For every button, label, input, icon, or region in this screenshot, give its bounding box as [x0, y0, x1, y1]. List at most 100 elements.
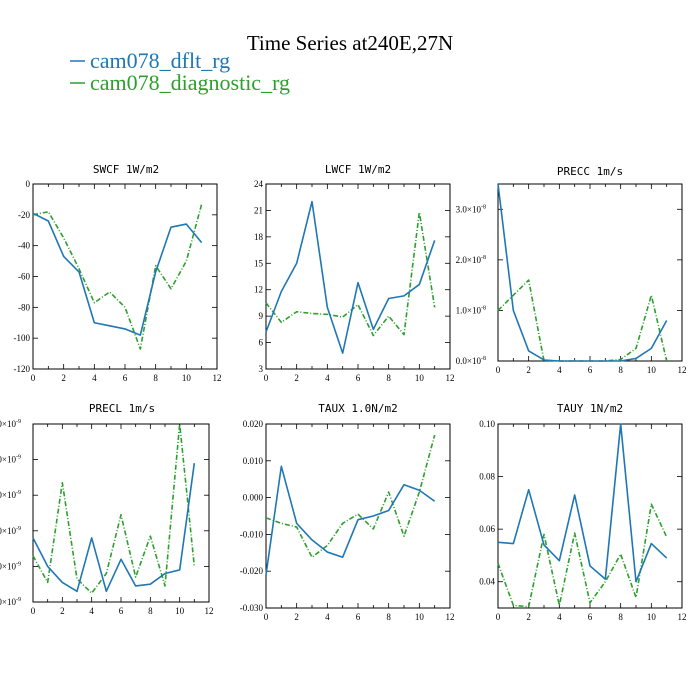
- x-tick-label: 2: [294, 612, 299, 622]
- x-tick-label: 12: [213, 373, 222, 383]
- y-tick-label: 0.0×10-8: [456, 356, 486, 366]
- y-tick-label: 9: [259, 311, 264, 321]
- series-line-diagnostic-precc: [497, 279, 668, 362]
- y-tick-label: .0×10-9: [0, 490, 21, 500]
- panel-title-precl: PRECL 1m/s: [89, 402, 155, 415]
- series-line-dflt-precl: [32, 463, 196, 593]
- panel-title-precc: PRECC 1m/s: [557, 165, 623, 178]
- series-line-dflt-swcf: [32, 212, 203, 336]
- y-tick-label: -40: [18, 241, 30, 251]
- x-tick-label: 8: [386, 373, 391, 383]
- y-tick-label: 1.0×10-8: [456, 305, 486, 315]
- x-tick-label: 2: [526, 612, 531, 622]
- legend: cam078_dflt_rg cam078_diagnostic_rg: [70, 48, 290, 95]
- x-tick-label: 10: [415, 612, 425, 622]
- y-tick-label: 3.0×10-8: [456, 204, 486, 214]
- panel-precc: PRECC 1m/s 0 2 4 6 8 10 12 0.0×10-8 1.0×10-8 2.0×1…: [456, 165, 687, 375]
- x-tick-label: 6: [356, 612, 361, 622]
- panel-title-taux: TAUX 1.0N/m2: [318, 402, 397, 415]
- x-tick-label: 6: [588, 365, 593, 375]
- y-tick-label: 2.0×10-8: [456, 255, 486, 265]
- y-tick-label: 21: [254, 205, 263, 215]
- legend-label-dflt: cam078_dflt_rg: [90, 48, 230, 73]
- x-tick-label: 6: [119, 606, 124, 616]
- x-tick-label: 0: [31, 373, 36, 383]
- series-line-dflt-tauy: [497, 423, 668, 583]
- y-tick-label: 0.000: [243, 493, 264, 503]
- y-tick-label: 3: [259, 364, 264, 374]
- series-line-diagnostic-taux: [265, 434, 436, 559]
- y-tick-label: 6: [259, 338, 264, 348]
- x-tick-label: 12: [678, 365, 687, 375]
- y-tick-label: 0.010: [243, 456, 264, 466]
- y-tick-label: 0.04: [479, 577, 495, 587]
- figure-title: Time Series at240E,27N: [247, 31, 453, 55]
- x-tick-label: 8: [618, 612, 623, 622]
- y-tick-label: -0.030: [240, 603, 264, 613]
- series-line-dflt-precc: [497, 183, 668, 362]
- x-tick-label: 10: [415, 373, 425, 383]
- series-line-diagnostic-lwcf: [265, 211, 436, 337]
- x-tick-label: 6: [123, 373, 128, 383]
- series-line-dflt-lwcf: [265, 200, 436, 354]
- x-tick-label: 2: [294, 373, 299, 383]
- x-tick-label: 4: [557, 612, 562, 622]
- series-line-dflt-taux: [265, 465, 436, 575]
- y-tick-label: -20: [18, 210, 30, 220]
- x-tick-label: 4: [89, 606, 94, 616]
- plot-frame-swcf: [32, 183, 218, 370]
- x-tick-label: 4: [92, 373, 97, 383]
- x-tick-label: 0: [496, 612, 501, 622]
- x-tick-label: 12: [205, 606, 214, 616]
- x-tick-label: 2: [60, 606, 65, 616]
- y-tick-label: -100: [14, 333, 31, 343]
- plot-frame-precc: [497, 183, 683, 362]
- legend-label-diagnostic: cam078_diagnostic_rg: [90, 70, 290, 95]
- y-tick-label: 24: [254, 179, 264, 189]
- panel-swcf: SWCF 1W/m2 0 2 4 6 8 10 12 -120 -100 -80 -60 -40 -20 0: [14, 163, 222, 383]
- panel-taux: TAUX 1.0N/m2 0 2 4 6 8 10 12 -0.030 -0.020 -0.010 0…: [240, 402, 455, 622]
- legend-item-dflt: cam078_dflt_rg: [70, 48, 230, 73]
- x-tick-label: 8: [618, 365, 623, 375]
- x-tick-label: 12: [446, 612, 455, 622]
- x-tick-label: 2: [526, 365, 531, 375]
- plot-frame-taux: [265, 423, 451, 609]
- y-tick-label: -120: [14, 364, 31, 374]
- x-tick-label: 10: [647, 612, 657, 622]
- x-tick-label: 12: [678, 612, 687, 622]
- x-tick-label: 4: [325, 612, 330, 622]
- panel-title-swcf: SWCF 1W/m2: [93, 163, 159, 176]
- x-tick-label: 8: [153, 373, 158, 383]
- y-tick-label: .0×10-9: [0, 419, 21, 429]
- panel-title-lwcf: LWCF 1W/m2: [325, 163, 391, 176]
- series-line-diagnostic-swcf: [32, 203, 203, 350]
- legend-item-diagnostic: cam078_diagnostic_rg: [70, 70, 290, 95]
- x-tick-label: 4: [325, 373, 330, 383]
- y-tick-label: 0.08: [479, 472, 495, 482]
- y-tick-label: 0.10: [479, 419, 495, 429]
- series-line-diagnostic-precl: [32, 423, 196, 594]
- y-tick-label: .0×10-9: [0, 455, 21, 465]
- y-tick-label: 0: [26, 179, 31, 189]
- x-tick-label: 4: [557, 365, 562, 375]
- y-tick-label: -0.020: [240, 566, 264, 576]
- x-tick-label: 10: [175, 606, 185, 616]
- y-tick-label: .0×10-9: [0, 526, 21, 536]
- x-tick-label: 6: [588, 612, 593, 622]
- panel-tauy: TAUY 1N/m2 0 2 4 6 8 10 12 0.04 0.06 0.08 0.10: [479, 402, 686, 622]
- plot-frame-tauy: [497, 423, 683, 609]
- y-tick-label: 15: [254, 258, 264, 268]
- x-tick-label: 10: [182, 373, 192, 383]
- x-tick-label: 2: [61, 373, 66, 383]
- x-tick-label: 0: [264, 612, 269, 622]
- panel-precl: PRECL 1m/s 0 2 4 6 8 10 12 .0×10-9 .0×10-9 .0×10-9…: [0, 402, 214, 616]
- x-tick-label: 0: [496, 365, 501, 375]
- x-tick-label: 8: [148, 606, 153, 616]
- y-tick-label: 0.06: [479, 524, 495, 534]
- x-tick-label: 0: [264, 373, 269, 383]
- y-tick-label: .0×10-9: [0, 561, 21, 571]
- y-tick-label: 12: [254, 285, 263, 295]
- y-tick-label: -60: [18, 272, 30, 282]
